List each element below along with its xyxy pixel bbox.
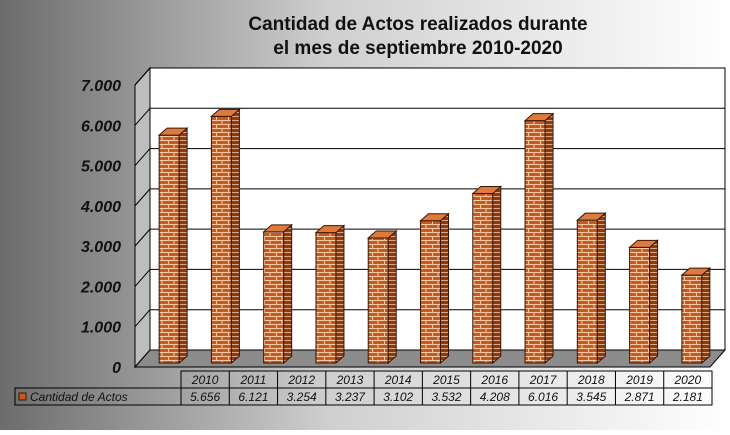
data-value-label: 6.016 [528, 390, 558, 404]
x-category-label: 2010 [191, 373, 219, 387]
bar-side [283, 223, 293, 365]
x-category-label: 2018 [577, 373, 605, 387]
gridline-side [134, 228, 151, 247]
bar-top [680, 267, 712, 276]
bar-front [576, 219, 598, 364]
bar-front [629, 246, 651, 364]
plot-side-wall [134, 66, 151, 369]
x-category-label: 2019 [625, 373, 653, 387]
data-value-label: 6.121 [238, 390, 268, 404]
y-tick-label: 7.000 [81, 78, 121, 95]
data-value-label: 4.208 [480, 390, 510, 404]
bar-side [178, 127, 188, 365]
gridline-side [134, 188, 151, 207]
y-tick-label: 0 [112, 360, 121, 377]
bar-side [230, 108, 240, 365]
data-value-label: 2.181 [672, 390, 703, 404]
bar-side [544, 112, 554, 365]
data-value-label: 2.871 [624, 390, 655, 404]
bar-front [210, 115, 232, 364]
x-category-label: 2011 [240, 373, 267, 387]
x-category-label: 2016 [480, 373, 508, 387]
y-tick-label: 1.000 [81, 320, 121, 337]
bar [628, 239, 659, 365]
bar-front [263, 231, 285, 364]
bar-side [701, 267, 711, 365]
legend-swatch [18, 392, 27, 401]
data-table-legend-cell [14, 387, 182, 406]
bar [157, 127, 189, 365]
bar [366, 229, 398, 365]
bar-top [157, 127, 189, 136]
bar-front [681, 274, 703, 364]
x-category-label: 2013 [336, 373, 364, 387]
data-value-label: 3.102 [383, 390, 413, 404]
data-value-label: 3.545 [576, 390, 606, 404]
x-category-label: 2014 [384, 373, 412, 387]
data-value-label: 3.532 [431, 390, 461, 404]
legend-series-name: Cantidad de Actos [30, 390, 128, 404]
bar-top [523, 113, 555, 122]
bar [314, 224, 346, 365]
bar [575, 212, 607, 365]
bar [523, 112, 555, 365]
x-category-label: 2020 [674, 373, 702, 387]
x-category-label: 2017 [529, 373, 558, 387]
bar-front [524, 120, 546, 364]
bar-front [158, 134, 180, 364]
bar-side [440, 212, 449, 365]
bar [210, 108, 241, 365]
y-tick-label: 6.000 [81, 118, 121, 135]
data-value-label: 3.237 [335, 390, 366, 404]
bar-top [471, 185, 503, 194]
bar-front [472, 192, 494, 364]
bar-top [314, 225, 346, 234]
y-tick-label: 4.000 [80, 199, 121, 216]
gridline-side [134, 67, 151, 86]
bar-top [366, 230, 398, 239]
bar-top [628, 239, 659, 248]
bar-side [649, 239, 659, 365]
bar-top [262, 224, 294, 233]
bar-side [596, 212, 606, 365]
x-category-label: 2015 [432, 373, 460, 387]
chart-title-line1: Cantidad de Actos realizados durante [248, 14, 587, 35]
chart-title-line2: el mes de septiembre 2010-2020 [273, 38, 562, 59]
bar-top [575, 212, 607, 221]
x-category-label: 2012 [287, 373, 315, 387]
bar-top [210, 108, 241, 117]
bar-top [419, 213, 450, 222]
y-tick-label: 5.000 [81, 159, 121, 176]
bar-side [492, 185, 502, 365]
bar-side [335, 224, 345, 365]
bar [419, 212, 450, 365]
gridline-side [134, 148, 151, 166]
bar-front [315, 232, 337, 364]
y-tick-label: 3.000 [81, 239, 121, 256]
bar [471, 185, 503, 365]
y-tick-label: 2.000 [80, 279, 121, 296]
bar [262, 223, 294, 365]
gridline-side [134, 269, 151, 287]
data-value-label: 3.254 [287, 390, 317, 404]
bar-front [367, 237, 389, 364]
bar [680, 267, 712, 365]
data-value-label: 5.656 [190, 390, 220, 404]
bar-front [420, 220, 441, 364]
gridline-side [134, 107, 151, 126]
bar-side [387, 229, 397, 365]
gridline-side [134, 309, 151, 328]
